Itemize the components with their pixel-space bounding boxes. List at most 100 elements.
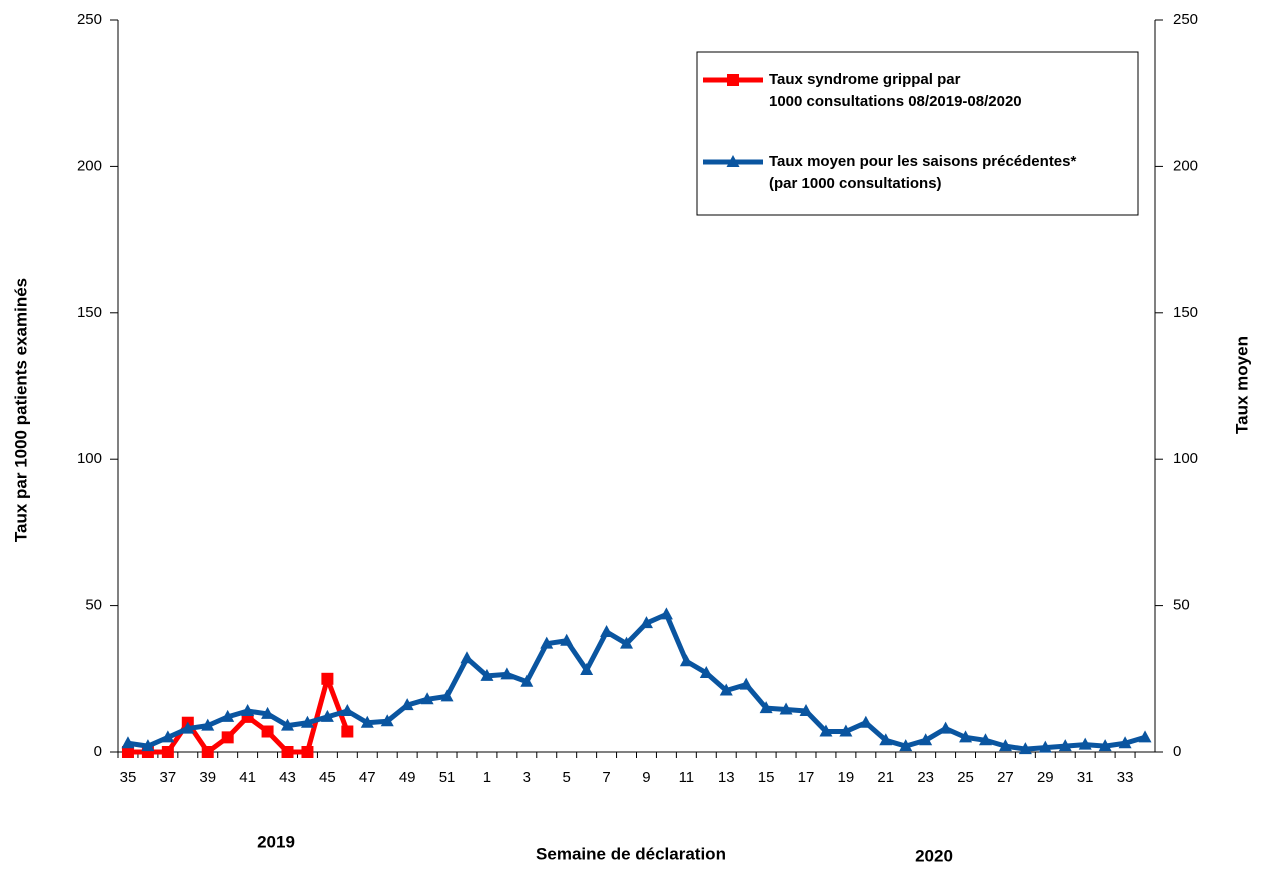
- x-tick-label: 33: [1117, 769, 1134, 786]
- x-tick-label: 45: [319, 769, 336, 786]
- legend-label: Taux syndrome grippal par 1000 consultati…: [769, 71, 1022, 110]
- data-point: [141, 739, 155, 752]
- data-point: [659, 607, 673, 620]
- x-tick-label: 49: [399, 769, 416, 786]
- data-point: [460, 651, 474, 664]
- x-tick-label: 41: [239, 769, 256, 786]
- legend: [696, 51, 1139, 216]
- y2-tick-label: 50: [1173, 597, 1190, 614]
- data-point: [341, 725, 354, 738]
- data-point: [221, 731, 234, 744]
- data-point: [221, 709, 235, 722]
- x-tick-label: 7: [602, 769, 610, 786]
- y2-axis-label: Taux moyen: [1232, 336, 1251, 434]
- data-point: [121, 736, 135, 749]
- data-point: [939, 721, 953, 734]
- x-axis-label: Semaine de déclaration: [536, 844, 726, 863]
- data-point: [819, 724, 833, 737]
- data-point: [879, 733, 893, 746]
- y2-tick-label: 200: [1173, 157, 1198, 174]
- y-tick-label: 0: [94, 743, 102, 760]
- data-point: [560, 633, 574, 646]
- data-point: [300, 715, 314, 728]
- x-tick-label: 3: [523, 769, 531, 786]
- x-tick-label: 35: [120, 769, 137, 786]
- data-point: [1018, 742, 1032, 755]
- data-point: [340, 704, 354, 717]
- data-point: [420, 692, 434, 705]
- y2-tick-label: 250: [1173, 11, 1198, 28]
- data-point: [500, 667, 514, 680]
- x-tick-label: 1: [483, 769, 491, 786]
- series-line: [127, 611, 1146, 752]
- legend-marker: [726, 155, 740, 167]
- data-point: [520, 674, 534, 687]
- data-point: [360, 715, 374, 728]
- data-point: [899, 739, 913, 752]
- data-point: [181, 721, 195, 734]
- legend-marker: [727, 74, 739, 86]
- year-label: 2020: [915, 846, 953, 865]
- x-tick-label: 37: [160, 769, 177, 786]
- data-point: [580, 663, 594, 676]
- x-tick-label: 11: [679, 769, 695, 786]
- data-point: [620, 636, 634, 649]
- y-tick-label: 50: [85, 597, 102, 614]
- x-tick-label: 25: [957, 769, 974, 786]
- data-point: [1118, 736, 1132, 749]
- data-point: [639, 616, 653, 629]
- x-tick-label: 19: [838, 769, 855, 786]
- x-tick-label: 13: [718, 769, 735, 786]
- data-point: [161, 746, 174, 758]
- x-tick-label: 29: [1037, 769, 1054, 786]
- data-point: [1038, 740, 1052, 753]
- data-point: [261, 706, 275, 719]
- data-point: [320, 709, 334, 722]
- data-point: [161, 730, 175, 743]
- data-point: [998, 739, 1012, 752]
- data-point: [1098, 739, 1112, 752]
- x-tick-label: 43: [279, 769, 296, 786]
- data-point: [799, 704, 813, 717]
- data-point: [281, 746, 294, 758]
- data-point: [1138, 730, 1152, 743]
- data-point: [540, 636, 554, 649]
- data-point: [241, 704, 255, 717]
- data-point: [919, 733, 933, 746]
- data-point: [1058, 739, 1072, 752]
- x-tick-label: 9: [642, 769, 650, 786]
- y-tick-label: 150: [77, 304, 102, 321]
- y-tick-label: 100: [77, 450, 102, 467]
- data-point: [719, 683, 733, 696]
- data-point: [739, 677, 753, 690]
- data-point: [121, 746, 134, 758]
- data-point: [301, 746, 314, 758]
- data-point: [679, 654, 693, 667]
- data-point: [440, 689, 454, 702]
- x-tick-label: 17: [798, 769, 815, 786]
- data-point: [759, 701, 773, 714]
- data-point: [261, 725, 274, 738]
- x-tick-label: 5: [563, 769, 571, 786]
- legend-label: Taux moyen pour les saisons précédentes*…: [769, 153, 1076, 192]
- y2-tick-label: 150: [1173, 304, 1198, 321]
- y-axis-label: Taux par 1000 patients examinés: [11, 278, 30, 542]
- x-tick-label: 15: [758, 769, 775, 786]
- y2-tick-label: 100: [1173, 450, 1198, 467]
- data-point: [978, 733, 992, 746]
- y-tick-label: 200: [77, 157, 102, 174]
- data-point: [201, 746, 214, 758]
- data-point: [380, 714, 394, 727]
- data-point: [201, 718, 215, 731]
- data-point: [859, 715, 873, 728]
- data-point: [600, 624, 614, 637]
- data-point: [959, 730, 973, 743]
- year-label: 2019: [257, 832, 295, 851]
- data-point: [400, 698, 414, 711]
- data-point: [839, 724, 853, 737]
- x-tick-label: 21: [877, 769, 894, 786]
- x-tick-label: 51: [439, 769, 456, 786]
- data-point: [1078, 737, 1092, 750]
- data-point: [281, 718, 295, 731]
